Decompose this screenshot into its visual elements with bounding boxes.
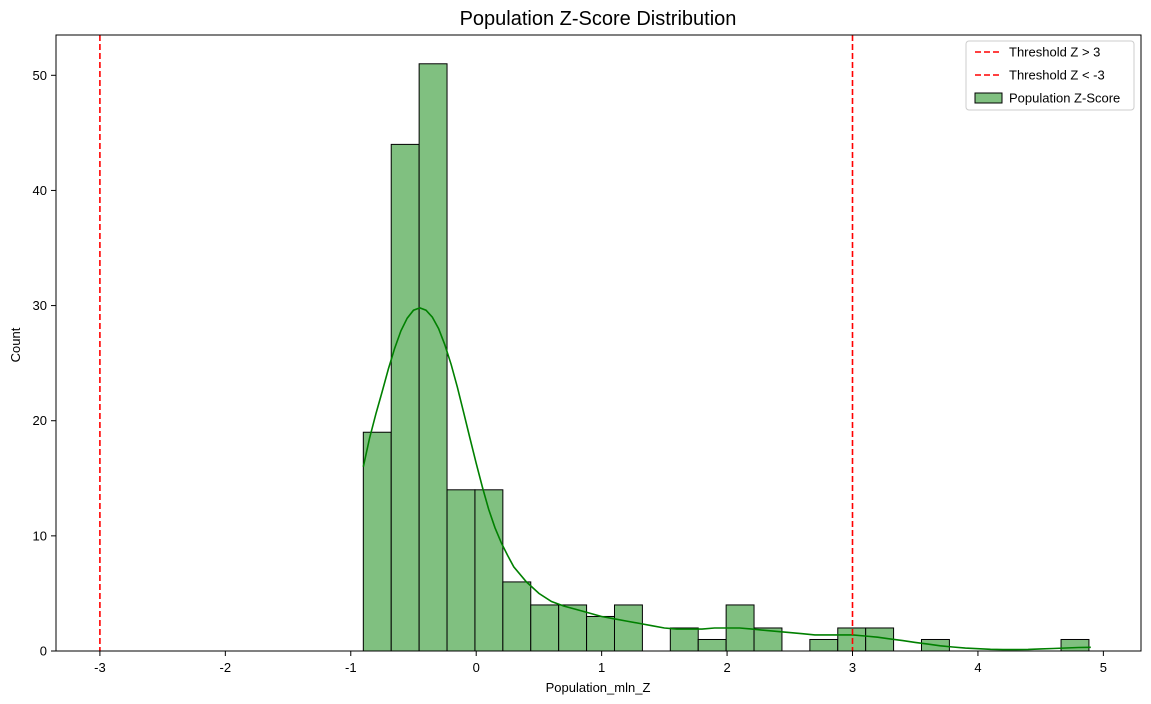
x-tick-label: -2 — [220, 660, 232, 675]
histogram-bar — [502, 581, 532, 652]
y-tick-label: 0 — [40, 644, 47, 659]
legend-box — [965, 40, 1135, 111]
histogram-bar — [530, 604, 560, 652]
x-tick-label: 1 — [598, 660, 605, 675]
plot-frame — [55, 34, 1142, 652]
histogram-bar — [474, 489, 504, 652]
x-tick-label: 0 — [473, 660, 480, 675]
y-tick-label: 40 — [33, 183, 47, 198]
x-tick-label: -1 — [345, 660, 357, 675]
histogram-bar — [446, 489, 476, 652]
kde-curve-layer — [362, 307, 1091, 651]
x-tick-label: -3 — [94, 660, 106, 675]
legend-label: Threshold Z < -3 — [1009, 68, 1105, 83]
legend: Threshold Z > 3 Threshold Z < -3 Populatio… — [965, 40, 1135, 111]
histogram-bar — [697, 638, 727, 652]
y-axis-ticks: 0 10 20 30 40 50 — [33, 68, 56, 659]
histogram-bar — [558, 604, 588, 652]
histogram-bar — [390, 143, 420, 652]
legend-swatch-bar — [974, 92, 1003, 104]
histogram-bar — [669, 627, 699, 652]
threshold-lines — [99, 35, 854, 651]
y-tick-label: 30 — [33, 298, 47, 313]
x-axis-title: Population_mln_Z — [546, 680, 651, 695]
histogram-bar — [418, 63, 448, 652]
x-tick-label: 4 — [974, 660, 981, 675]
histogram-bar — [362, 431, 392, 652]
y-tick-label: 50 — [33, 68, 47, 83]
x-tick-label: 2 — [723, 660, 730, 675]
x-axis-ticks: -3 -2 -1 0 1 2 3 4 5 — [94, 651, 1107, 675]
y-tick-label: 10 — [33, 528, 47, 543]
chart-title: Population Z-Score Distribution — [460, 8, 737, 30]
x-tick-label: 5 — [1100, 660, 1107, 675]
histogram-bar — [586, 615, 615, 652]
y-axis-title: Count — [8, 327, 23, 362]
histogram-bar — [809, 638, 839, 652]
kde-curve — [362, 307, 1091, 651]
histogram-bar — [613, 604, 643, 652]
x-tick-label: 3 — [849, 660, 856, 675]
y-tick-label: 20 — [33, 413, 47, 428]
legend-label: Threshold Z > 3 — [1009, 45, 1100, 60]
histogram-bars — [362, 63, 1090, 652]
legend-label: Population Z-Score — [1009, 91, 1120, 106]
histogram-bar — [1060, 638, 1090, 652]
